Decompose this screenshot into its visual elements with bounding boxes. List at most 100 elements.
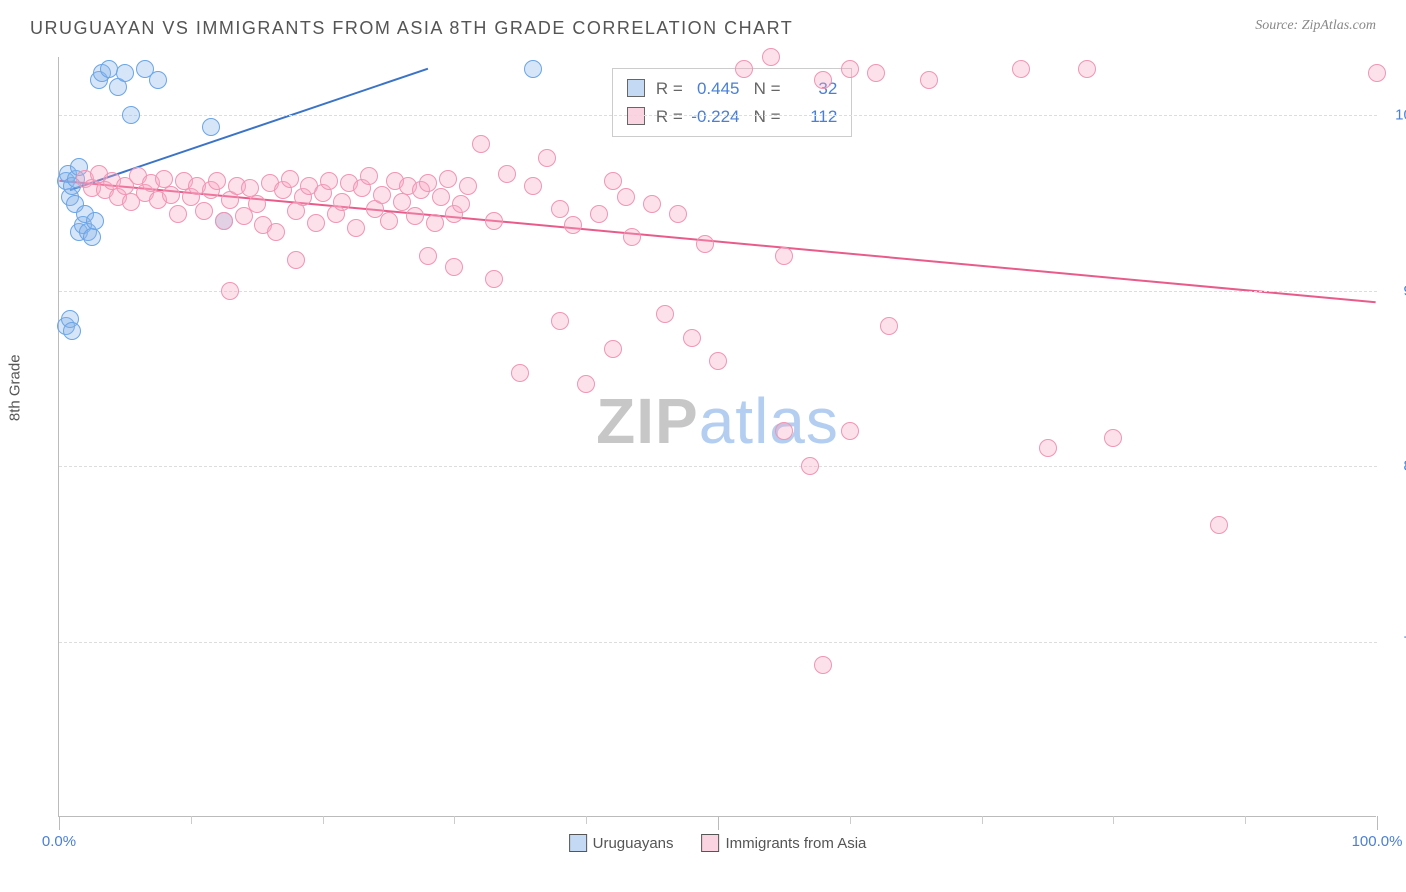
legend-item: Uruguayans [569, 834, 674, 852]
data-point [538, 149, 556, 167]
data-point [1039, 439, 1057, 457]
gridline-h [59, 115, 1377, 116]
data-point [432, 188, 450, 206]
legend: Uruguayans Immigrants from Asia [569, 834, 867, 852]
legend-swatch-icon [569, 834, 587, 852]
chart-container: 8th Grade ZIPatlas R = 0.445 N = 32 R = … [30, 47, 1376, 845]
data-point [524, 177, 542, 195]
x-tick-label: 0.0% [42, 833, 76, 850]
gridline-h [59, 291, 1377, 292]
legend-swatch-icon [702, 834, 720, 852]
watermark-zip: ZIP [596, 385, 699, 457]
data-point [841, 422, 859, 440]
data-point [775, 422, 793, 440]
data-point [320, 172, 338, 190]
y-tick-label: 100.0% [1386, 107, 1406, 124]
x-tick [59, 816, 60, 830]
data-point [867, 64, 885, 82]
data-point [604, 172, 622, 190]
trend-lines-svg [59, 57, 1376, 816]
data-point [169, 205, 187, 223]
data-point [333, 193, 351, 211]
data-point [287, 251, 305, 269]
data-point [880, 317, 898, 335]
data-point [564, 216, 582, 234]
x-tick [1377, 816, 1378, 830]
x-tick [1245, 816, 1246, 824]
legend-label: Uruguayans [593, 835, 674, 852]
x-tick [586, 816, 587, 824]
data-point [617, 188, 635, 206]
data-point [775, 247, 793, 265]
data-point [1368, 64, 1386, 82]
x-tick [982, 816, 983, 824]
data-point [511, 364, 529, 382]
data-point [373, 186, 391, 204]
y-tick-label: 85.0% [1386, 458, 1406, 475]
data-point [577, 375, 595, 393]
y-tick-label: 77.5% [1386, 633, 1406, 650]
data-point [920, 71, 938, 89]
data-point [380, 212, 398, 230]
data-point [1078, 60, 1096, 78]
data-point [709, 352, 727, 370]
legend-label: Immigrants from Asia [726, 835, 867, 852]
watermark-atlas: atlas [699, 385, 839, 457]
data-point [281, 170, 299, 188]
x-tick [191, 816, 192, 824]
data-point [656, 305, 674, 323]
data-point [406, 207, 424, 225]
data-point [452, 195, 470, 213]
watermark: ZIPatlas [596, 384, 839, 458]
y-axis-label: 8th Grade [7, 354, 24, 421]
x-tick [454, 816, 455, 824]
data-point [221, 282, 239, 300]
data-point [623, 228, 641, 246]
data-point [426, 214, 444, 232]
source-attribution: Source: ZipAtlas.com [1255, 18, 1376, 34]
data-point [1012, 60, 1030, 78]
data-point [149, 71, 167, 89]
data-point [419, 247, 437, 265]
data-point [643, 195, 661, 213]
data-point [498, 165, 516, 183]
legend-item: Immigrants from Asia [702, 834, 867, 852]
data-point [162, 186, 180, 204]
data-point [83, 228, 101, 246]
chart-title: URUGUAYAN VS IMMIGRANTS FROM ASIA 8TH GR… [30, 18, 793, 39]
data-point [524, 60, 542, 78]
gridline-h [59, 642, 1377, 643]
data-point [1210, 516, 1228, 534]
data-point [472, 135, 490, 153]
data-point [696, 235, 714, 253]
data-point [551, 200, 569, 218]
data-point [347, 219, 365, 237]
data-point [445, 258, 463, 276]
x-tick-label: 100.0% [1352, 833, 1403, 850]
data-point [551, 312, 569, 330]
data-point [814, 656, 832, 674]
x-tick [323, 816, 324, 824]
data-point [208, 172, 226, 190]
data-point [735, 60, 753, 78]
data-point [485, 212, 503, 230]
data-point [841, 60, 859, 78]
data-point [360, 167, 378, 185]
data-point [459, 177, 477, 195]
data-point [202, 118, 220, 136]
data-point [241, 179, 259, 197]
data-point [590, 205, 608, 223]
stats-r-value: 0.445 [688, 75, 740, 102]
data-point [762, 48, 780, 66]
data-point [801, 457, 819, 475]
data-point [604, 340, 622, 358]
data-point [248, 195, 266, 213]
data-point [155, 170, 173, 188]
x-tick [718, 816, 719, 830]
x-tick [1113, 816, 1114, 824]
data-point [116, 64, 134, 82]
stats-row: R = 0.445 N = 32 [627, 75, 837, 102]
stats-swatch-icon [627, 79, 645, 97]
y-tick-label: 92.5% [1386, 282, 1406, 299]
data-point [195, 202, 213, 220]
